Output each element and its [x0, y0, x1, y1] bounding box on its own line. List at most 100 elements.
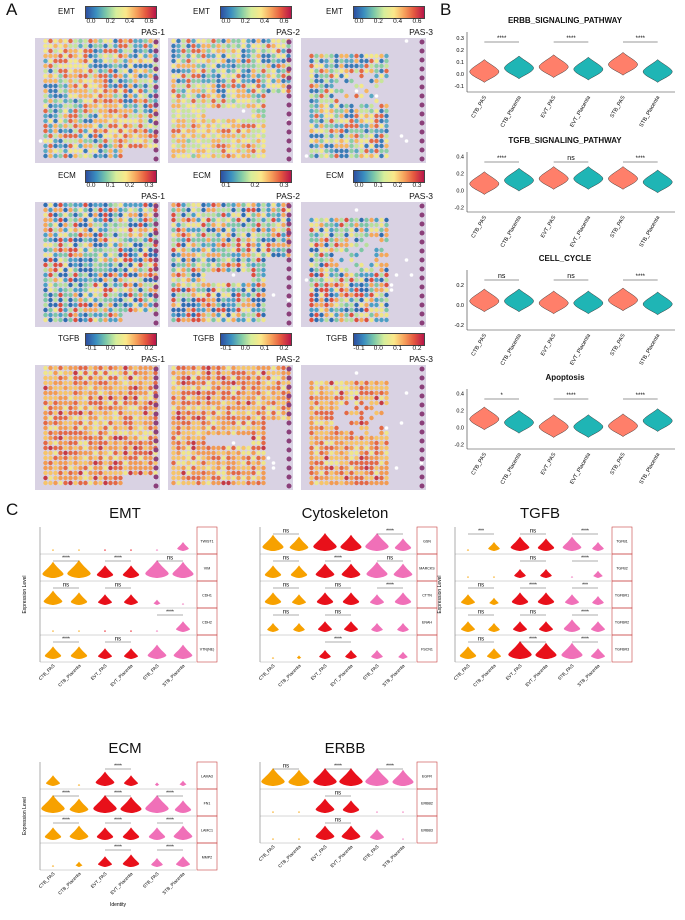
- gene-violin-grid: Expression Level TGFB1 *** ns **** TGFB2 ns ***…: [437, 526, 633, 688]
- colorbar-tick: 0.0: [105, 345, 115, 352]
- significance-label: ns: [115, 637, 121, 643]
- significance-label: ****: [114, 791, 122, 797]
- gene-label: TWIST1: [200, 540, 213, 544]
- significance-label: ***: [478, 529, 484, 535]
- violin: [488, 623, 500, 632]
- significance-label: ****: [386, 529, 394, 535]
- significance-label: ****: [166, 845, 174, 851]
- violin: [459, 646, 477, 659]
- tissue-map: [168, 202, 293, 327]
- violin: [608, 413, 638, 438]
- x-tick-label: CTB_Placenta: [472, 663, 497, 688]
- x-tick-label: EVT_Placenta: [109, 871, 134, 896]
- violin: [77, 784, 81, 786]
- significance-label: ****: [529, 637, 537, 643]
- violin: [317, 621, 333, 632]
- violin: [593, 570, 603, 578]
- violin: [104, 549, 106, 551]
- colorbar: TGFB -0.1 0.0 0.1 0.2: [58, 333, 157, 355]
- colorbar: EMT 0.0 0.2 0.4 0.6: [58, 6, 157, 28]
- x-tick-label: CTB_PAS: [38, 871, 56, 889]
- violin: [398, 651, 408, 659]
- violin: [538, 54, 569, 78]
- x-tick-label: STB_PAS: [362, 663, 380, 681]
- violin: [341, 563, 361, 578]
- colorbar-tick: -0.1: [85, 345, 97, 352]
- significance-label: ****: [566, 393, 576, 399]
- violin: [561, 642, 583, 659]
- violin: [573, 290, 604, 315]
- violin: [504, 55, 534, 80]
- significance-label: ****: [166, 818, 174, 824]
- x-tick-label: STB_Placenta: [381, 844, 406, 869]
- tissue-map: [301, 365, 426, 490]
- violin: [75, 861, 83, 867]
- y-tick-label: 0.0: [456, 72, 464, 78]
- significance-label: ns: [115, 583, 121, 589]
- violin: [563, 619, 581, 632]
- significance-label: ns: [335, 583, 341, 589]
- violin: [460, 621, 476, 632]
- violin: [95, 771, 115, 786]
- violin: [155, 549, 159, 551]
- gene-panel-title: ECM: [108, 740, 142, 757]
- violin: [97, 856, 113, 867]
- colorbar-name: EMT: [58, 7, 75, 16]
- gene-label: TGFBR1: [615, 594, 629, 598]
- colorbar: EMT 0.0 0.2 0.4 0.6: [326, 6, 425, 28]
- colorbar-tick: 0.0: [373, 345, 383, 352]
- violin: [469, 59, 500, 83]
- violin: [339, 768, 363, 786]
- significance-label: ****: [386, 583, 394, 589]
- violin-panel: TGFB_SIGNALING_PATHWAY 0.4 0.2 0.0 -0.2 CTB_P…: [445, 130, 685, 250]
- violin: [153, 599, 161, 605]
- x-tick-label: EVT_Placenta: [569, 451, 592, 485]
- y-tick-label: 0.2: [456, 283, 464, 289]
- violin: [540, 569, 552, 578]
- gene-panel-title: Cytoskeleton: [301, 505, 389, 522]
- significance-label: ****: [566, 36, 576, 42]
- violin: [369, 594, 385, 605]
- violin: [262, 534, 284, 551]
- significance-label: ****: [581, 529, 589, 535]
- gene-violin-grid: EGFR ns **** **** ERBB2 ns ERBB3 ns CTB_PAS CTB_P…: [258, 761, 438, 869]
- violin: [642, 169, 673, 194]
- x-tick-label: STB_PAS: [609, 333, 627, 357]
- significance-label: ****: [334, 556, 342, 562]
- significance-label: ns: [530, 610, 536, 616]
- gene-label: TGFBR3: [615, 648, 629, 652]
- violin: [147, 644, 167, 659]
- violin: [573, 414, 604, 438]
- violin-panel: CELL_CYCLE 0.2 0.0 -0.2 CTB_PAS CTB_Placenta E…: [445, 248, 685, 368]
- gene-label: GSN: [423, 540, 431, 544]
- significance-label: ****: [334, 637, 342, 643]
- violin: [489, 597, 499, 605]
- violin: [512, 621, 528, 632]
- x-tick-label: EVT_PAS: [90, 663, 108, 681]
- violin-panel: Apoptosis 0.4 0.2 0.0 -0.2 CTB_PAS CTB_Placent…: [445, 367, 685, 487]
- significance-label: ****: [636, 36, 646, 42]
- colorbar-gradient: [353, 6, 425, 19]
- y-tick-label: -0.1: [455, 84, 464, 90]
- y-tick-label: 0.2: [456, 171, 464, 177]
- significance-label: ns: [478, 583, 484, 589]
- colorbar-tick: 0.2: [144, 345, 154, 352]
- violin: [366, 561, 388, 578]
- significance-label: ns: [335, 610, 341, 616]
- colorbar-tick: 0.1: [393, 345, 403, 352]
- significance-label: ****: [636, 274, 646, 280]
- violin: [469, 406, 500, 431]
- violin: [93, 795, 117, 813]
- panel-label-c: C: [6, 500, 19, 519]
- gene-violin-grid: Expression Level LAMA3 **** FN1 **** **** ****…: [22, 761, 218, 908]
- colorbar-gradient: [220, 6, 292, 19]
- violin: [642, 408, 673, 432]
- violin: [343, 621, 359, 632]
- gene-panel-title: EMT: [109, 505, 141, 522]
- violin-panel-title: TGFB_SIGNALING_PATHWAY: [508, 136, 622, 145]
- violin: [97, 594, 113, 605]
- significance-label: ****: [62, 556, 70, 562]
- violin: [291, 594, 307, 605]
- significance-label: ****: [529, 583, 537, 589]
- x-tick-label: EVT_PAS: [90, 871, 108, 889]
